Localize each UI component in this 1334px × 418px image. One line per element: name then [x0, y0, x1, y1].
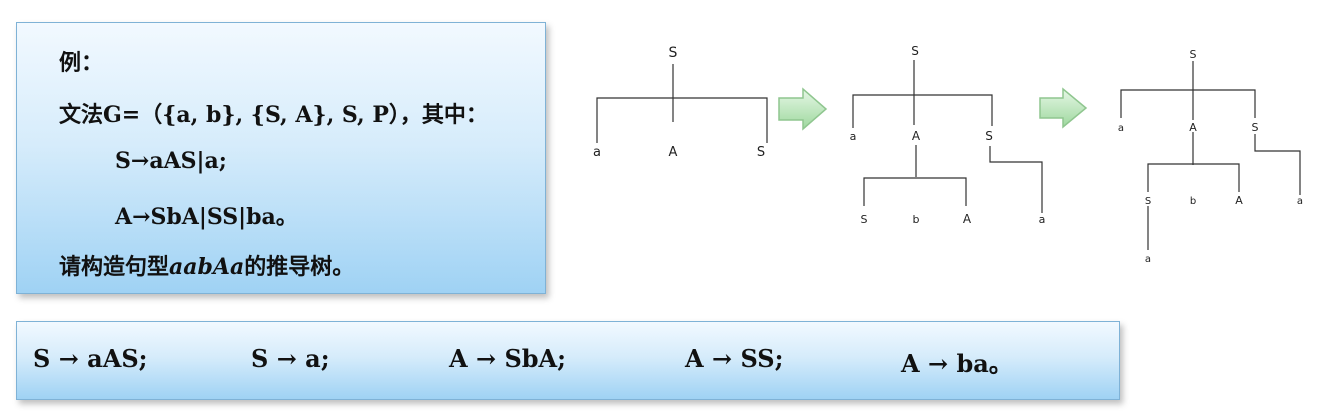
- example-title: 例：: [59, 50, 104, 76]
- rule-5: A → ba。: [901, 349, 1013, 378]
- tree3-root: S: [1190, 48, 1197, 61]
- tree1-root: S: [669, 45, 678, 61]
- tree2-l2-S: S: [861, 213, 868, 226]
- derivation-trees: S a A S S a A S S b A a S a A S S b A a …: [593, 44, 1303, 265]
- tree2-l2-b: b: [913, 213, 920, 226]
- rule-2: S → a;: [251, 344, 330, 373]
- rule-1: S → aAS;: [33, 344, 148, 373]
- tree3-l2-S: S: [1145, 196, 1151, 207]
- tree3-l3-a: a: [1145, 254, 1151, 265]
- tree3-l2-b: b: [1190, 196, 1196, 207]
- tree3-l1-S: S: [1252, 121, 1259, 134]
- grammar-definition: 文法G=（{a, b}, {S, A}, S, P），其中：: [59, 102, 488, 128]
- tree2-l2-a: a: [1039, 213, 1046, 226]
- rule-4: A → SS;: [685, 344, 784, 373]
- question: 请构造句型aabAa的推导树。: [59, 249, 354, 281]
- rule-3: A → SbA;: [449, 344, 567, 373]
- tree2-l1-S: S: [985, 129, 993, 143]
- question-prefix: 请构造句型: [59, 254, 170, 280]
- production-a: A→SbA|SS|ba。: [115, 204, 298, 230]
- production-s: S→aAS|a;: [115, 148, 227, 174]
- tree-3: S a A S S b A a a: [1118, 48, 1303, 265]
- tree2-l2-A: A: [963, 212, 972, 226]
- tree2-l1-A: A: [912, 129, 921, 143]
- tree2-root: S: [911, 44, 919, 58]
- tree-1: S a A S: [593, 45, 768, 160]
- question-suffix: 的推导树。: [244, 254, 355, 280]
- tree1-child-3: S: [757, 145, 765, 160]
- rules-box: S → aAS; S → a; A → SbA; A → SS; A → ba。: [16, 321, 1120, 400]
- tree1-child-1: a: [593, 145, 601, 160]
- tree2-l1-a: a: [850, 130, 857, 143]
- tree3-l2-a: a: [1297, 196, 1303, 207]
- tree-2: S a A S S b A a: [850, 44, 1046, 226]
- arrow-right-icon: [778, 87, 828, 131]
- tree3-l1-a: a: [1118, 123, 1124, 134]
- sentential-form: aabAa: [169, 254, 245, 280]
- tree3-l1-A: A: [1189, 121, 1197, 134]
- tree1-child-2: A: [669, 145, 678, 160]
- arrow-right-icon: [1039, 87, 1088, 129]
- example-box: 例： 文法G=（{a, b}, {S, A}, S, P），其中： S→aAS|…: [16, 22, 546, 294]
- tree3-l2-A: A: [1235, 194, 1243, 207]
